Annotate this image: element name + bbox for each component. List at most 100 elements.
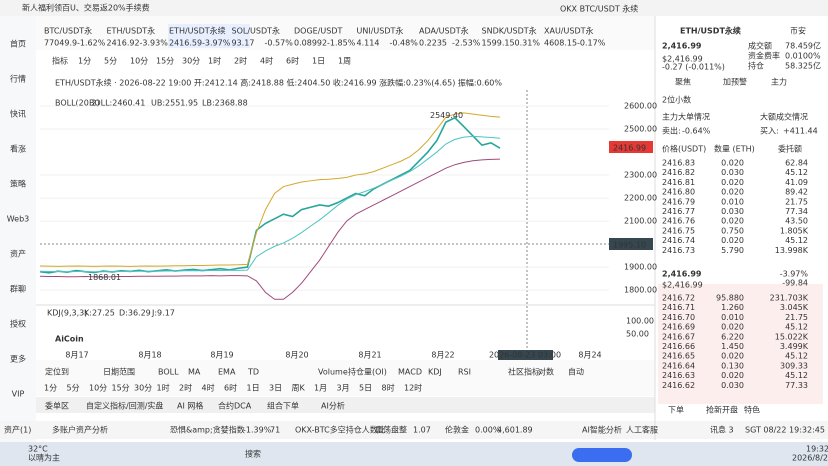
panel-stat: 持仓 (748, 61, 764, 71)
high-annotation: 2549.40 (430, 111, 463, 120)
book-cell: 13.998K (775, 246, 809, 255)
panel-tab[interactable]: 抢新开盘 (706, 405, 738, 415)
taskbar-search[interactable]: 搜索 (245, 449, 261, 459)
book-cell: 45.12 (785, 371, 808, 380)
panel-button[interactable]: 聚焦 (675, 77, 691, 87)
sidebar-item[interactable]: 行情 (10, 74, 26, 84)
indicator-button[interactable]: BOLL (158, 368, 179, 377)
book-cell: 15.022K (775, 332, 809, 341)
panel-stat: 58.325亿 (785, 61, 821, 71)
ticker-name: ETH/USDT永 (107, 26, 156, 36)
range-button[interactable]: 2时 (179, 383, 192, 393)
range-button[interactable]: 周K (292, 384, 306, 393)
interval-button[interactable]: 10分 (130, 57, 148, 66)
book-cell: 0.020 (721, 188, 744, 197)
book-cell: 0.020 (721, 371, 744, 380)
interval-button[interactable]: 1周 (338, 57, 351, 66)
range-button[interactable]: 定位到 (45, 367, 69, 377)
range-button[interactable]: 12时 (404, 383, 422, 393)
interval-button[interactable]: 6时 (286, 56, 299, 66)
range-button[interactable]: 1分 (44, 384, 57, 393)
interval-button[interactable]: 指标 (52, 56, 68, 66)
indicator-button[interactable]: RSI (458, 368, 471, 377)
panel-tab[interactable]: 特色 (744, 405, 760, 415)
panel-button[interactable]: 加预警 (723, 77, 747, 87)
book-cell: 2416.79 (662, 197, 695, 206)
range-button[interactable]: 6时 (224, 383, 237, 393)
indicator-button[interactable]: 对数 (538, 367, 554, 377)
tab[interactable]: 委单区 (45, 401, 69, 411)
range-button[interactable]: 5分 (67, 384, 80, 393)
range-button[interactable]: 3月 (337, 384, 350, 393)
status-item: SGT 08/22 19:32:45 (745, 426, 825, 435)
kdj-tick: 100.00 (626, 317, 654, 326)
indicator-button[interactable]: TD (247, 368, 259, 377)
status-item: 4,601.89 (497, 426, 533, 435)
sidebar-item[interactable]: 快讯 (10, 109, 26, 119)
ticker-change: 0.31% (515, 39, 541, 48)
indicator-button[interactable]: MA (188, 368, 201, 377)
range-button[interactable]: 15分 (112, 384, 130, 393)
indicator-button[interactable]: 社区指标 (508, 367, 540, 377)
cross-tag-bg (609, 238, 653, 250)
indicator-button[interactable]: 自动 (568, 367, 584, 377)
sidebar-item[interactable]: 首页 (10, 39, 26, 49)
panel-tab[interactable]: 下单 (668, 405, 684, 415)
sidebar-item[interactable]: 看涨 (10, 144, 26, 154)
panel-button[interactable]: 主力 (771, 77, 787, 87)
status-item: OKX-BTC多空持仓人数比 (295, 425, 386, 435)
interval-button[interactable]: 15分 (156, 57, 174, 66)
book-cell: 2416.74 (662, 236, 695, 245)
range-button[interactable]: 日期范围 (103, 367, 135, 377)
ai-button[interactable] (572, 448, 632, 462)
range-button[interactable]: 10分 (89, 384, 107, 393)
book-cell: 2416.81 (662, 178, 695, 187)
interval-button[interactable]: 1分 (78, 57, 91, 66)
ticker-price: 4.114 (357, 39, 380, 48)
book-cell: 0.030 (721, 168, 744, 177)
sidebar-item[interactable]: 策略 (10, 179, 26, 189)
interval-button[interactable]: 4时 (260, 56, 273, 66)
book-cell: 2416.77 (662, 207, 695, 216)
status-item: 71 (270, 426, 280, 435)
chart-info: ETH/USDT永续 · 2026-08-22 19:00 开:2412.14 … (55, 78, 502, 88)
indicator-button[interactable]: MACD (398, 368, 422, 377)
indicator-button[interactable]: 持仓量(OI) (348, 367, 387, 377)
range-button[interactable]: 1日 (247, 384, 260, 393)
ticker-price: 4608.15 (544, 39, 577, 48)
range-button[interactable]: 4时 (202, 383, 215, 393)
range-button[interactable]: 5日 (359, 384, 372, 393)
range-button[interactable]: 1时 (157, 383, 170, 393)
sidebar-item[interactable]: 资产 (10, 249, 26, 259)
indicator-button[interactable]: EMA (218, 368, 236, 377)
sidebar-item[interactable]: 群聊 (10, 284, 26, 294)
tab[interactable]: 自定义指标/回测/实盘 (86, 401, 163, 411)
tab[interactable]: AI分析 (321, 401, 345, 411)
range-button[interactable]: 1月 (314, 384, 327, 393)
sidebar-item[interactable]: 更多 (10, 354, 26, 364)
interval-button[interactable]: 1时 (208, 56, 221, 66)
tab[interactable]: 组合下单 (267, 401, 299, 411)
kdj-label: D:36.29 (119, 309, 151, 318)
interval-button[interactable]: 5分 (104, 57, 117, 66)
interval-button[interactable]: 2时 (234, 56, 247, 66)
indicator-button[interactable]: Volume (318, 368, 348, 377)
interval-button[interactable]: 30分 (182, 57, 200, 66)
indicator-button[interactable]: KDJ (428, 368, 442, 377)
tab[interactable]: AI 网格 (177, 401, 203, 411)
range-button[interactable]: 30分 (134, 384, 152, 393)
sidebar-item[interactable]: 授权 (10, 319, 26, 329)
range-button[interactable]: 3日 (269, 384, 282, 393)
book-cell: 1.805K (780, 226, 809, 235)
x-tick-label: 8月24 (578, 351, 601, 360)
tab[interactable]: 合约DCA (218, 401, 252, 411)
sidebar-item[interactable]: Web3 (7, 215, 30, 224)
book-header: 数量 (ETH) (714, 144, 755, 154)
sidebar-item[interactable]: VIP (12, 390, 25, 399)
range-button[interactable]: 8时 (382, 383, 395, 393)
status-item: 多账户资产分析 (52, 425, 108, 435)
price-tag: 1995.10 (613, 241, 646, 250)
x-tick-label: 8月17 (65, 351, 88, 360)
cross-x-bg (498, 350, 553, 360)
interval-button[interactable]: 1日 (312, 57, 325, 66)
